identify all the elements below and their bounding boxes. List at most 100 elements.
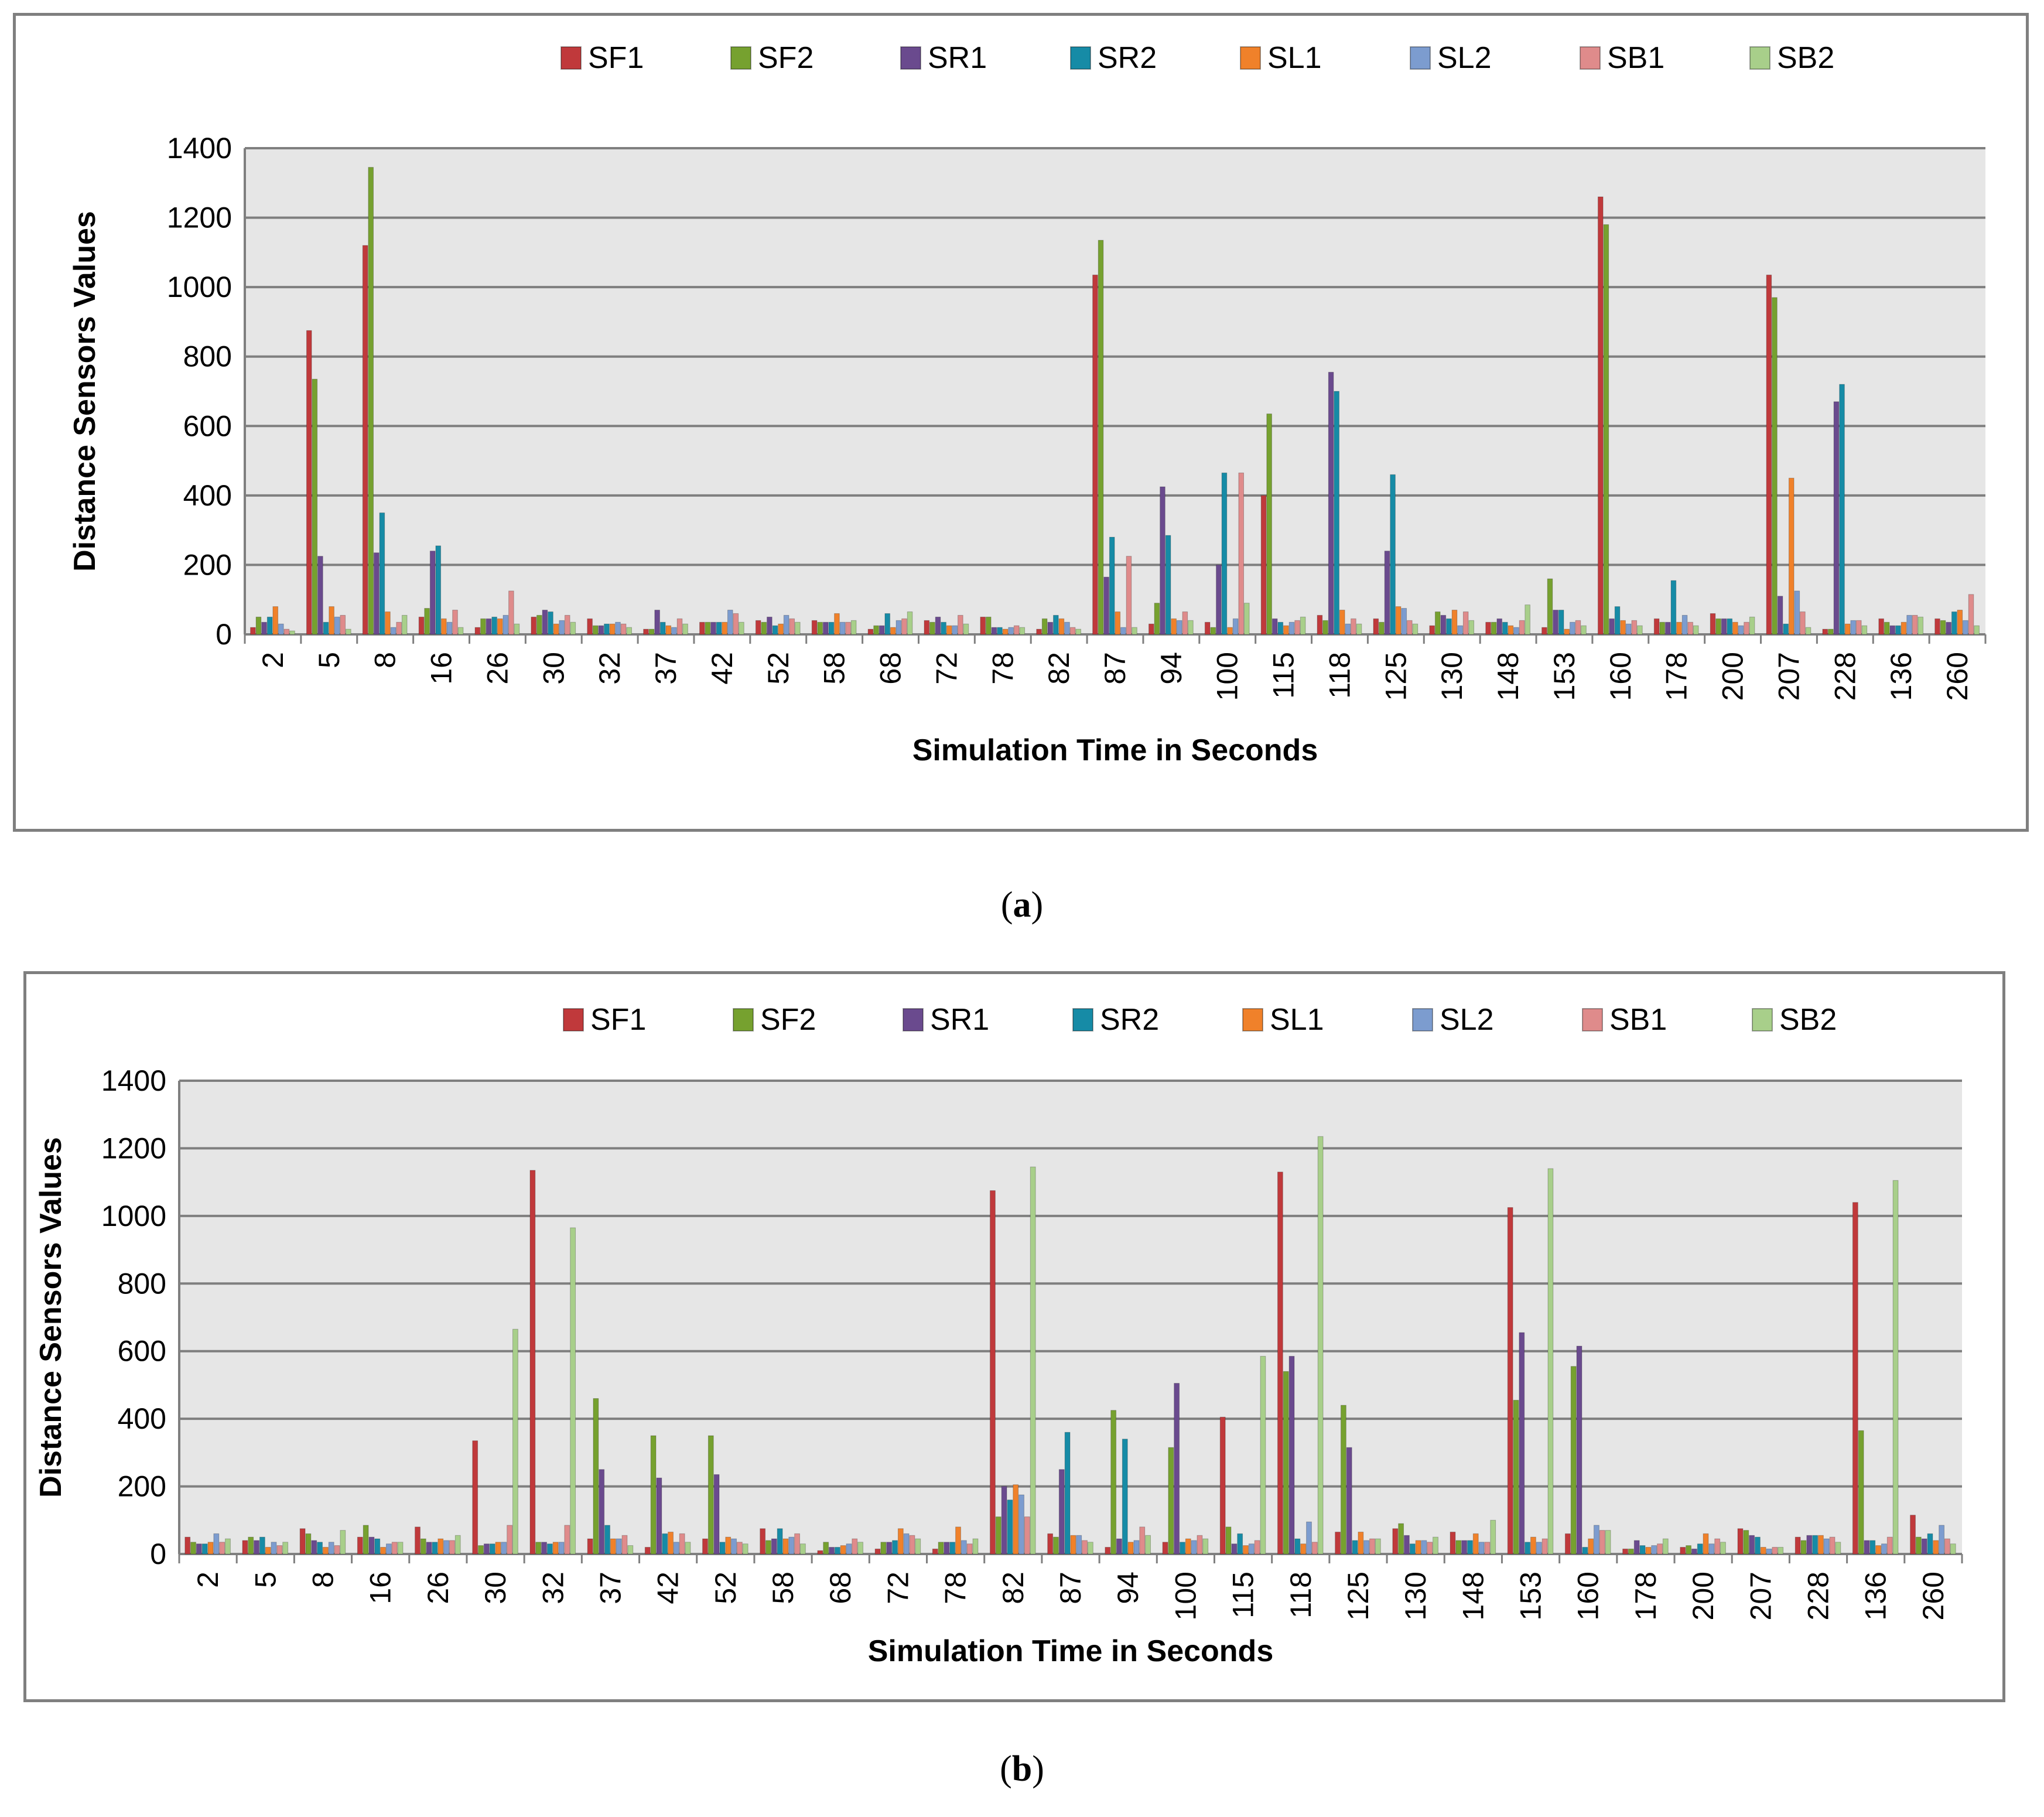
bar-sl2 xyxy=(385,1543,392,1555)
bar-sl2 xyxy=(503,614,509,635)
bar-sr2 xyxy=(491,616,497,635)
bar-sr1 xyxy=(1519,1332,1525,1555)
bar-sf1 xyxy=(1092,274,1098,635)
bar-sf2 xyxy=(1743,1530,1749,1555)
bar-sf2 xyxy=(420,1538,426,1555)
bar-sl2 xyxy=(1191,1540,1197,1555)
bar-sb1 xyxy=(958,614,963,635)
bar-sb2 xyxy=(1087,1542,1093,1555)
bar-sf1 xyxy=(1622,1548,1628,1555)
bar-sb2 xyxy=(454,1535,461,1555)
y-tick-label: 400 xyxy=(118,1402,166,1435)
bar-sb2 xyxy=(850,620,857,635)
legend-label-sb1: SB1 xyxy=(1609,1003,1667,1037)
x-tick-label: 78 xyxy=(939,1572,972,1604)
bar-sf2 xyxy=(1940,620,1946,635)
bar-sb1 xyxy=(1427,1542,1433,1555)
legend-label-sb2: SB2 xyxy=(1777,41,1834,75)
bar-sf1 xyxy=(1335,1531,1341,1555)
bar-sl1 xyxy=(1530,1536,1536,1555)
bar-sl1 xyxy=(272,606,279,635)
bar-sr1 xyxy=(879,625,885,635)
bar-sb2 xyxy=(907,611,913,635)
bar-sf1 xyxy=(184,1536,191,1555)
bar-sl2 xyxy=(1232,618,1239,635)
bar-sl2 xyxy=(1963,620,1968,635)
bar-sb2 xyxy=(1260,1355,1266,1555)
x-tick-label: 178 xyxy=(1660,652,1693,701)
bar-sb2 xyxy=(795,621,801,635)
bar-sl2 xyxy=(271,1542,277,1555)
bar-sf2 xyxy=(1041,618,1048,635)
bar-sf2 xyxy=(368,167,374,635)
bar-sb1 xyxy=(1772,1546,1778,1555)
bar-sr1 xyxy=(1271,618,1278,635)
bar-sf2 xyxy=(255,616,262,635)
x-tick-label: 30 xyxy=(537,652,570,685)
bar-sb1 xyxy=(845,621,851,635)
bar-sl2 xyxy=(1738,625,1744,635)
bar-sr2 xyxy=(1109,537,1115,635)
legend-label-sr2: SR2 xyxy=(1098,41,1157,75)
x-tick-label: 153 xyxy=(1515,1572,1547,1620)
bar-sb2 xyxy=(1145,1535,1151,1555)
bar-sl2 xyxy=(1939,1525,1945,1555)
x-tick-label: 37 xyxy=(650,652,682,685)
bar-sb1 xyxy=(1351,618,1356,635)
bar-sr1 xyxy=(935,616,941,635)
x-tick-label: 260 xyxy=(1917,1572,1950,1620)
bar-sb1 xyxy=(276,1545,283,1555)
bar-sl2 xyxy=(1176,620,1182,635)
bar-sf1 xyxy=(874,1548,881,1555)
bar-sf1 xyxy=(760,1528,766,1555)
bar-sl1 xyxy=(725,1536,732,1555)
bar-sf1 xyxy=(529,1170,536,1555)
bar-sl2 xyxy=(1018,1494,1024,1555)
x-tick-label: 42 xyxy=(652,1572,685,1604)
y-tick-label: 800 xyxy=(183,340,232,373)
legend-swatch-sl1 xyxy=(1240,46,1261,70)
bar-sb2 xyxy=(1581,625,1587,635)
caption-b-label: b xyxy=(1011,1749,1033,1789)
bar-sf1 xyxy=(1878,618,1884,635)
x-tick-label: 82 xyxy=(1042,652,1075,685)
bar-sl1 xyxy=(1472,1533,1479,1555)
bar-sb2 xyxy=(1019,627,1026,635)
bar-sr2 xyxy=(604,1525,610,1555)
bar-sb2 xyxy=(1605,1530,1611,1555)
bar-sf2 xyxy=(1772,297,1778,635)
bar-sr1 xyxy=(311,1540,317,1555)
bar-sf2 xyxy=(873,625,879,635)
bar-sf1 xyxy=(362,245,368,635)
x-tick-label: 68 xyxy=(874,652,907,685)
bar-sr2 xyxy=(892,1540,898,1555)
bar-sl1 xyxy=(380,1546,386,1555)
bar-sl2 xyxy=(1536,1542,1542,1555)
bar-sr2 xyxy=(548,611,553,635)
bar-sr1 xyxy=(1231,1543,1238,1555)
legend-swatch-sb1 xyxy=(1580,46,1601,70)
bar-sl1 xyxy=(668,1531,674,1555)
bar-sr1 xyxy=(1833,401,1840,635)
x-tick-label: 78 xyxy=(986,652,1019,685)
bar-sl2 xyxy=(616,1538,622,1555)
bar-sr2 xyxy=(1352,1540,1358,1555)
bar-sl2 xyxy=(1248,1543,1255,1555)
bar-sf2 xyxy=(817,621,823,635)
bar-sb2 xyxy=(626,627,633,635)
bar-sr1 xyxy=(426,1542,432,1555)
bar-sf1 xyxy=(1822,629,1828,635)
bar-sr2 xyxy=(1812,1535,1819,1555)
bar-sb1 xyxy=(1013,625,1020,635)
bar-sr2 xyxy=(1334,391,1339,635)
legend-swatch-sf1 xyxy=(560,46,582,70)
bar-sr1 xyxy=(886,1542,893,1555)
plot-area xyxy=(245,148,1985,634)
bar-sb2 xyxy=(1317,1136,1324,1555)
bar-sl2 xyxy=(1625,623,1632,635)
bar-sf2 xyxy=(1053,1536,1059,1555)
bar-sb1 xyxy=(676,618,683,635)
bar-sb1 xyxy=(1238,472,1245,635)
bar-sr2 xyxy=(1755,1536,1761,1555)
bar-sr2 xyxy=(659,621,666,635)
